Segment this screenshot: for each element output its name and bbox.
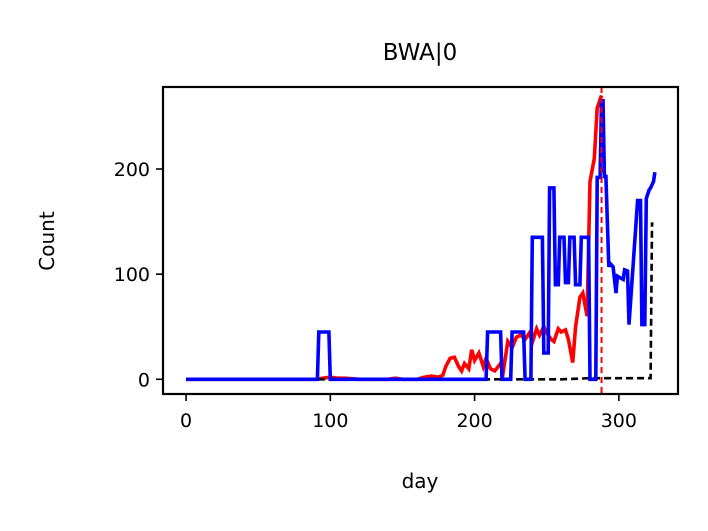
series-line-1: [186, 98, 657, 382]
ytick-labels: 0 100 200: [114, 159, 163, 391]
xtick-label: 0: [180, 410, 192, 432]
ytick-label: 100: [114, 264, 150, 286]
ytick-label: 0: [138, 369, 150, 391]
ytick-label: 200: [114, 159, 150, 181]
plot-frame: [161, 85, 680, 396]
y-axis-label: Count: [35, 211, 59, 271]
xtick-label: 300: [601, 410, 637, 432]
xtick-label: 100: [312, 410, 348, 432]
series-line-2: [186, 222, 654, 381]
chart-title: BWA|0: [383, 40, 458, 66]
x-axis-label: day: [402, 469, 439, 493]
xtick-label: 200: [456, 410, 492, 432]
xtick-labels: 0 100 200 300: [180, 394, 637, 432]
plot-series: [186, 87, 657, 394]
